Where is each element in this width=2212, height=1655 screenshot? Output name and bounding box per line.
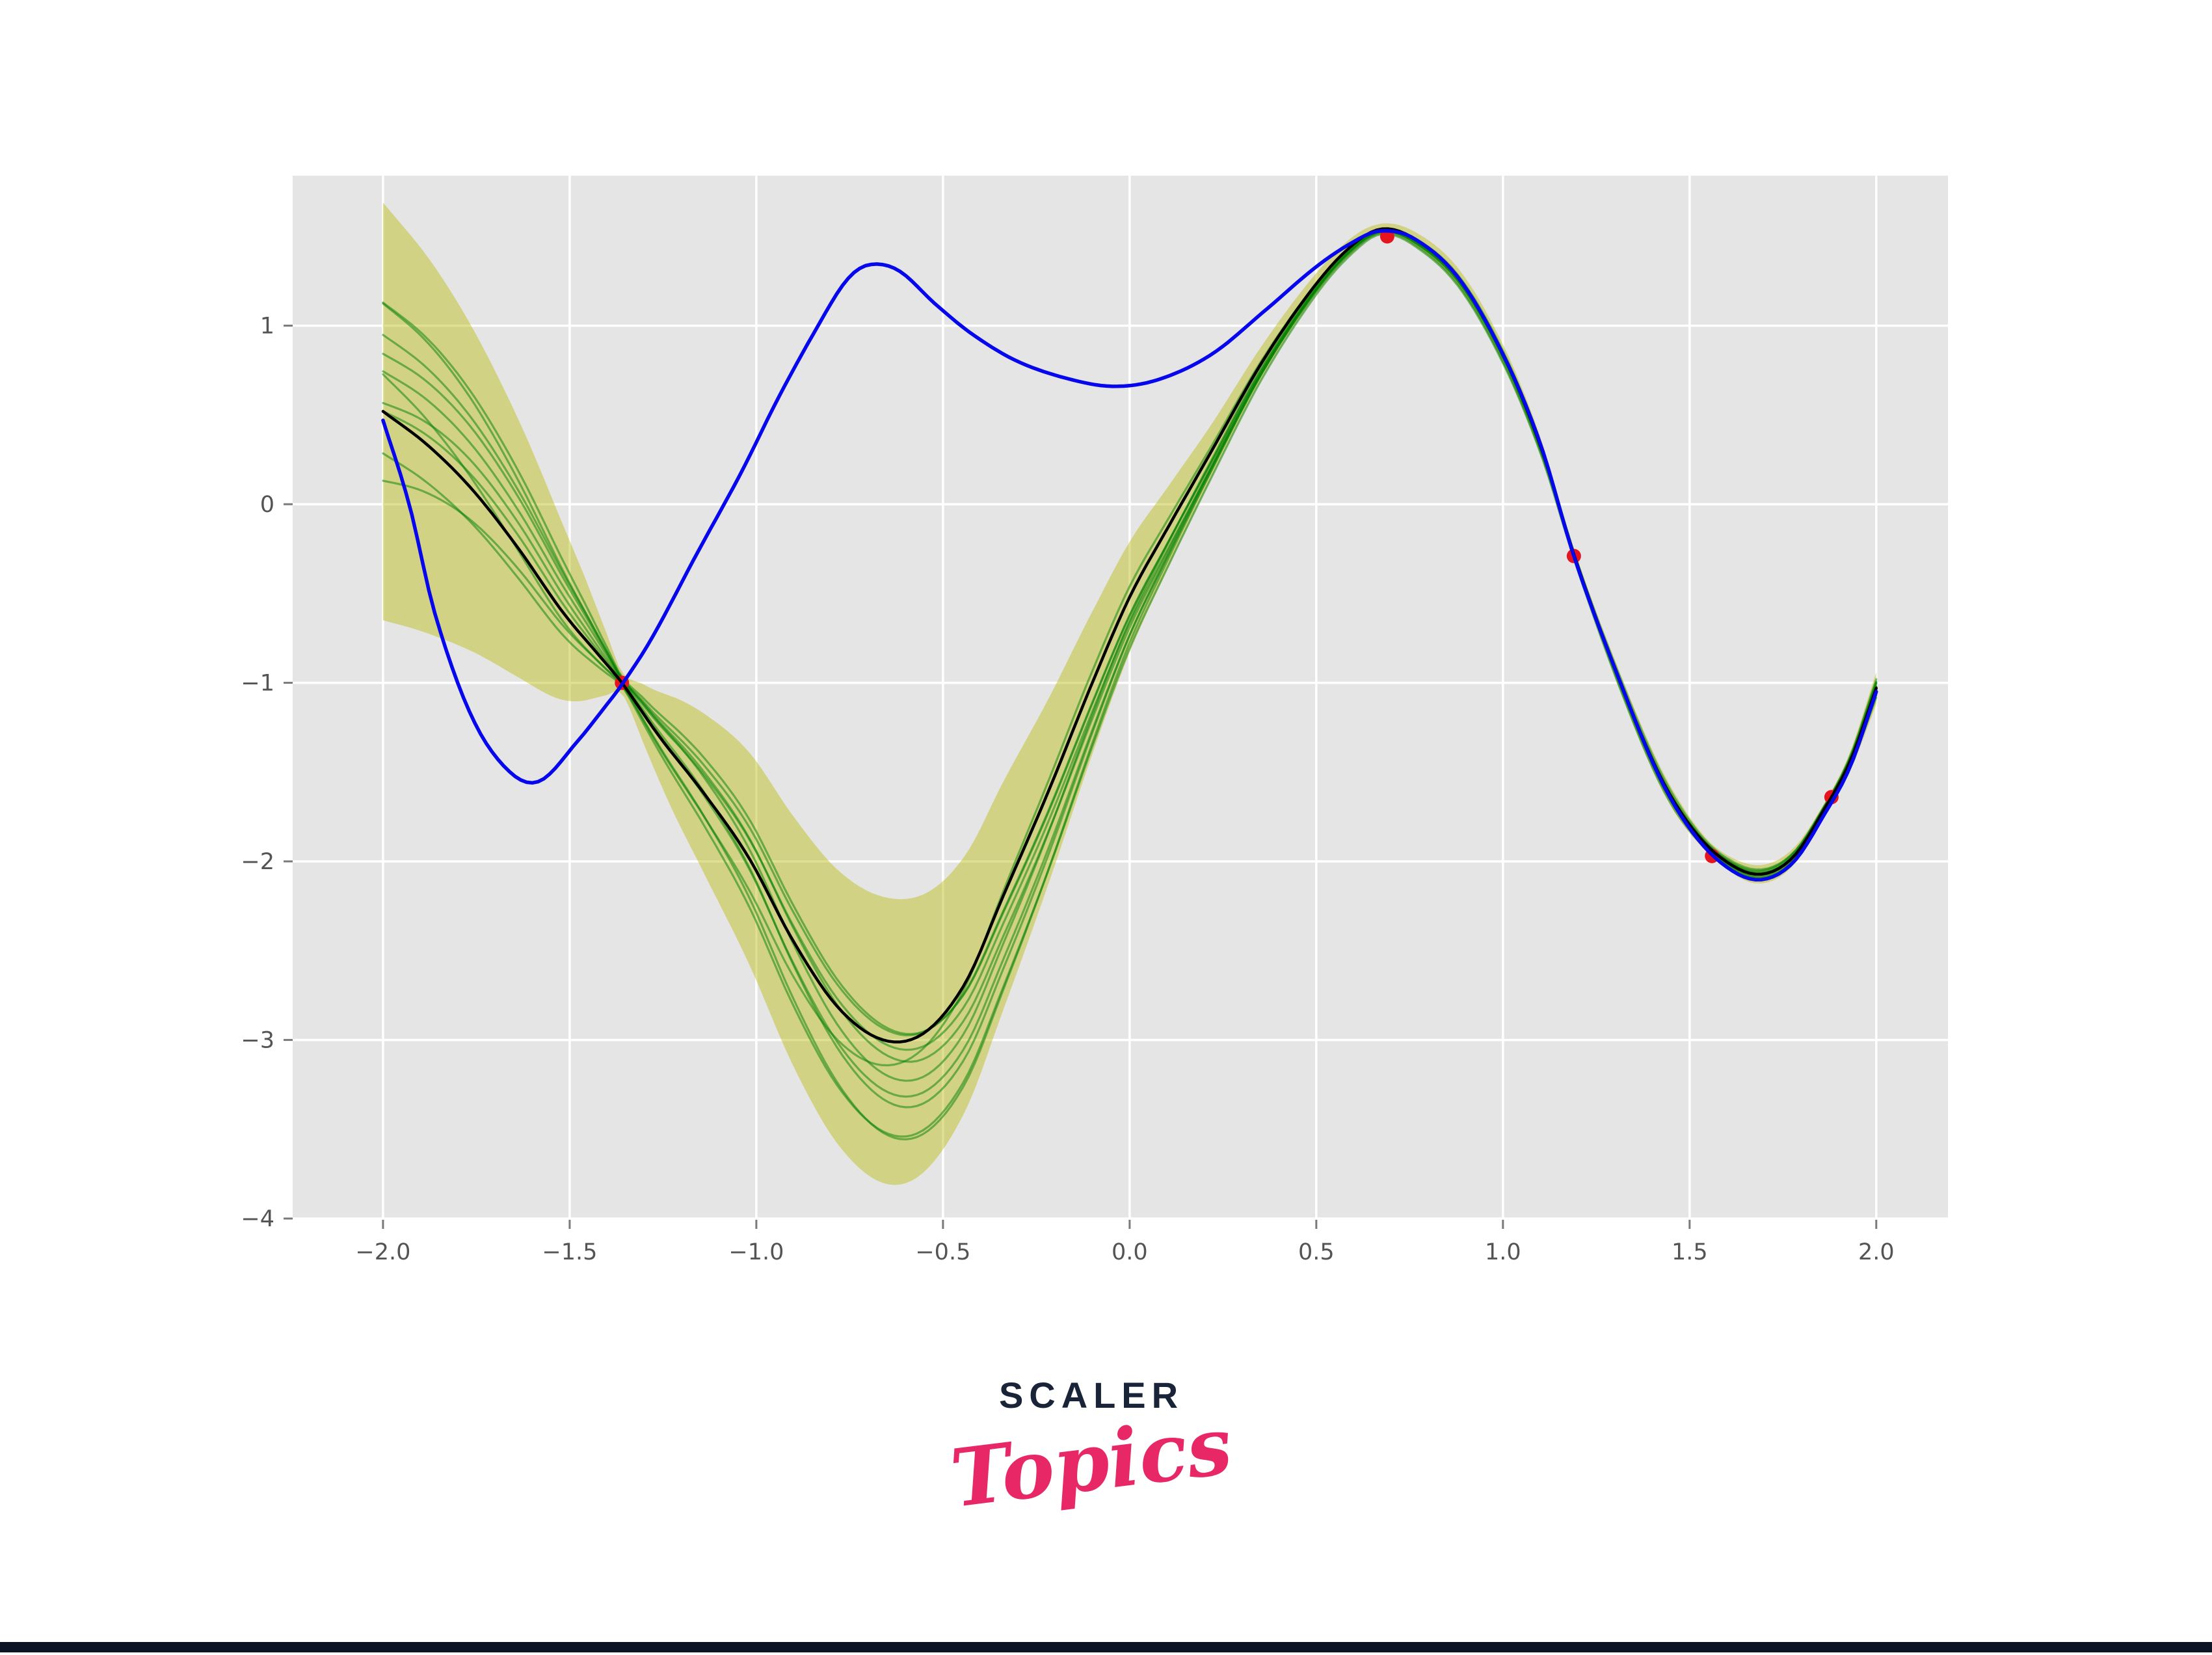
true-function-line — [381, 229, 1878, 881]
posterior-sample-line — [382, 233, 1878, 1138]
y-tick-label: 0 — [260, 492, 274, 518]
scaler-logo: SCALER Topics — [935, 1374, 1247, 1526]
x-tick-label: −1.0 — [728, 1239, 784, 1265]
x-tick-label: −2.0 — [355, 1239, 410, 1265]
confidence-band — [382, 202, 1876, 1185]
footer-bar — [0, 1642, 2212, 1652]
x-tick-label: 0.5 — [1298, 1239, 1335, 1265]
scaler-wordmark: SCALER — [999, 1375, 1184, 1416]
x-tick-label: 1.5 — [1672, 1239, 1708, 1265]
y-tick-label: −3 — [241, 1028, 274, 1054]
y-tick-label: −1 — [241, 671, 274, 697]
x-tick-label: 2.0 — [1858, 1239, 1895, 1265]
y-tick-label: −4 — [241, 1206, 274, 1232]
y-tick-label: 1 — [260, 314, 274, 340]
x-tick-label: 0.0 — [1112, 1239, 1148, 1265]
x-tick-label: 1.0 — [1485, 1239, 1521, 1265]
x-tick-label: −1.5 — [542, 1239, 597, 1265]
plot-background — [293, 176, 1948, 1220]
x-tick-label: −0.5 — [915, 1239, 970, 1265]
y-tick-label: −2 — [241, 849, 274, 875]
